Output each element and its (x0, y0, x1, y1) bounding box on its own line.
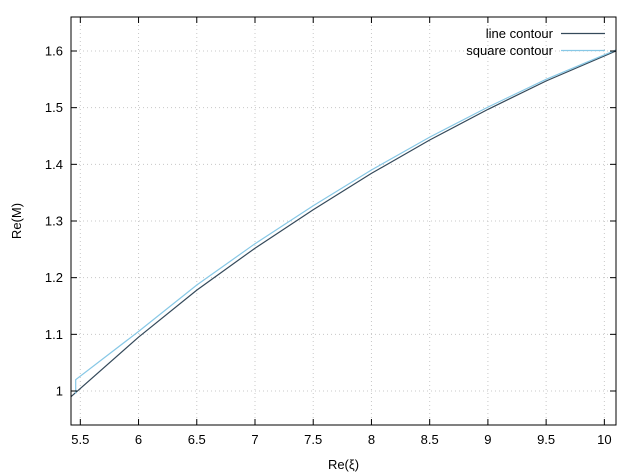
legend: line contour square contour (466, 26, 605, 58)
x-tick-label: 9 (484, 432, 491, 447)
x-tick-label: 8.5 (421, 432, 439, 447)
legend-label-line-contour: line contour (486, 26, 554, 41)
y-tick-label: 1.6 (45, 44, 63, 59)
y-tick-label: 1.4 (45, 157, 63, 172)
series-layer (70, 49, 617, 398)
x-tick-label: 7 (251, 432, 258, 447)
y-axis-label: Re(M) (9, 203, 24, 239)
x-tick-label: 5.5 (71, 432, 89, 447)
grid (71, 17, 616, 425)
series-line-line-contour (70, 50, 617, 398)
ticks: 5.5 6 6.5 7 7.5 8 8.5 9 9.5 10 1 1.1 1.2 1.3 1.4 1.5 1.6 (45, 17, 616, 447)
x-tick-label: 6 (135, 432, 142, 447)
x-tick-label: 10 (597, 432, 611, 447)
x-tick-label: 9.5 (537, 432, 555, 447)
x-tick-label: 7.5 (304, 432, 322, 447)
y-tick-label: 1.1 (45, 327, 63, 342)
y-tick-label: 1.2 (45, 270, 63, 285)
series-line-square-contour (75, 49, 617, 394)
legend-label-square-contour: square contour (466, 43, 553, 58)
x-tick-label: 8 (368, 432, 375, 447)
y-tick-label: 1.3 (45, 214, 63, 229)
x-axis-label: Re(ξ) (328, 457, 359, 472)
y-tick-label: 1.5 (45, 100, 63, 115)
x-tick-label: 6.5 (188, 432, 206, 447)
y-tick-label: 1 (56, 384, 63, 399)
